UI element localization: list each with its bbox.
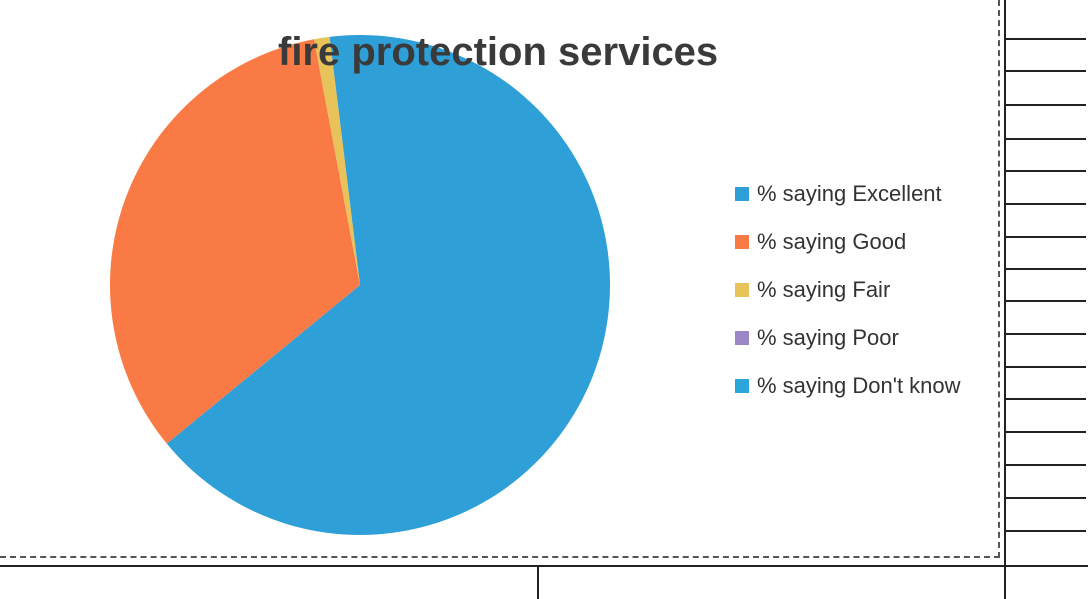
grid-line [1006, 38, 1086, 40]
legend-item-saying-poor: % saying Poor [735, 314, 961, 362]
legend-label: % saying Good [757, 229, 907, 254]
pie-slice-saying-good [109, 39, 360, 444]
legend-label: % saying Don't know [757, 373, 961, 398]
legend-swatch [735, 235, 749, 249]
grid-line [1006, 366, 1086, 368]
legend: % saying Excellent % saying Good % saying … [735, 170, 961, 410]
legend-swatch [735, 283, 749, 297]
grid-line [1006, 530, 1086, 532]
grid-line [1006, 203, 1086, 205]
legend-swatch [735, 187, 749, 201]
legend-label: % saying Excellent [757, 181, 942, 206]
chart-title: fire protection services [278, 30, 719, 74]
legend-item-saying-fair: % saying Fair [735, 266, 961, 314]
grid-bottom-line [0, 565, 1088, 567]
pie-slice-saying-excellent [166, 35, 610, 536]
legend-item-saying-good: % saying Good [735, 218, 961, 266]
grid-line [1006, 300, 1086, 302]
grid-line [1006, 104, 1086, 106]
grid-line [1006, 464, 1086, 466]
legend-item-saying-excellent: % saying Excellent [735, 170, 961, 218]
grid-bottom-divider [537, 565, 539, 599]
grid-line [1006, 333, 1086, 335]
grid-line [1006, 170, 1086, 172]
legend-item-saying-don-t-know: % saying Don't know [735, 362, 961, 410]
grid-line [1006, 497, 1086, 499]
grid-line [1006, 236, 1086, 238]
pie-chart [109, 35, 610, 536]
legend-label: % saying Poor [757, 325, 899, 350]
legend-swatch [735, 331, 749, 345]
legend-swatch [735, 379, 749, 393]
legend-label: % saying Fair [757, 277, 891, 302]
grid-line [1006, 268, 1086, 270]
grid-line [1006, 398, 1086, 400]
grid-line [1006, 70, 1086, 72]
pie-slice-saying-fair [314, 36, 360, 285]
grid-line [1006, 431, 1086, 433]
chart-frame: fire protection services % saying Excell… [0, 0, 1000, 558]
grid-right-column [1004, 0, 1088, 599]
grid-line [1006, 138, 1086, 140]
